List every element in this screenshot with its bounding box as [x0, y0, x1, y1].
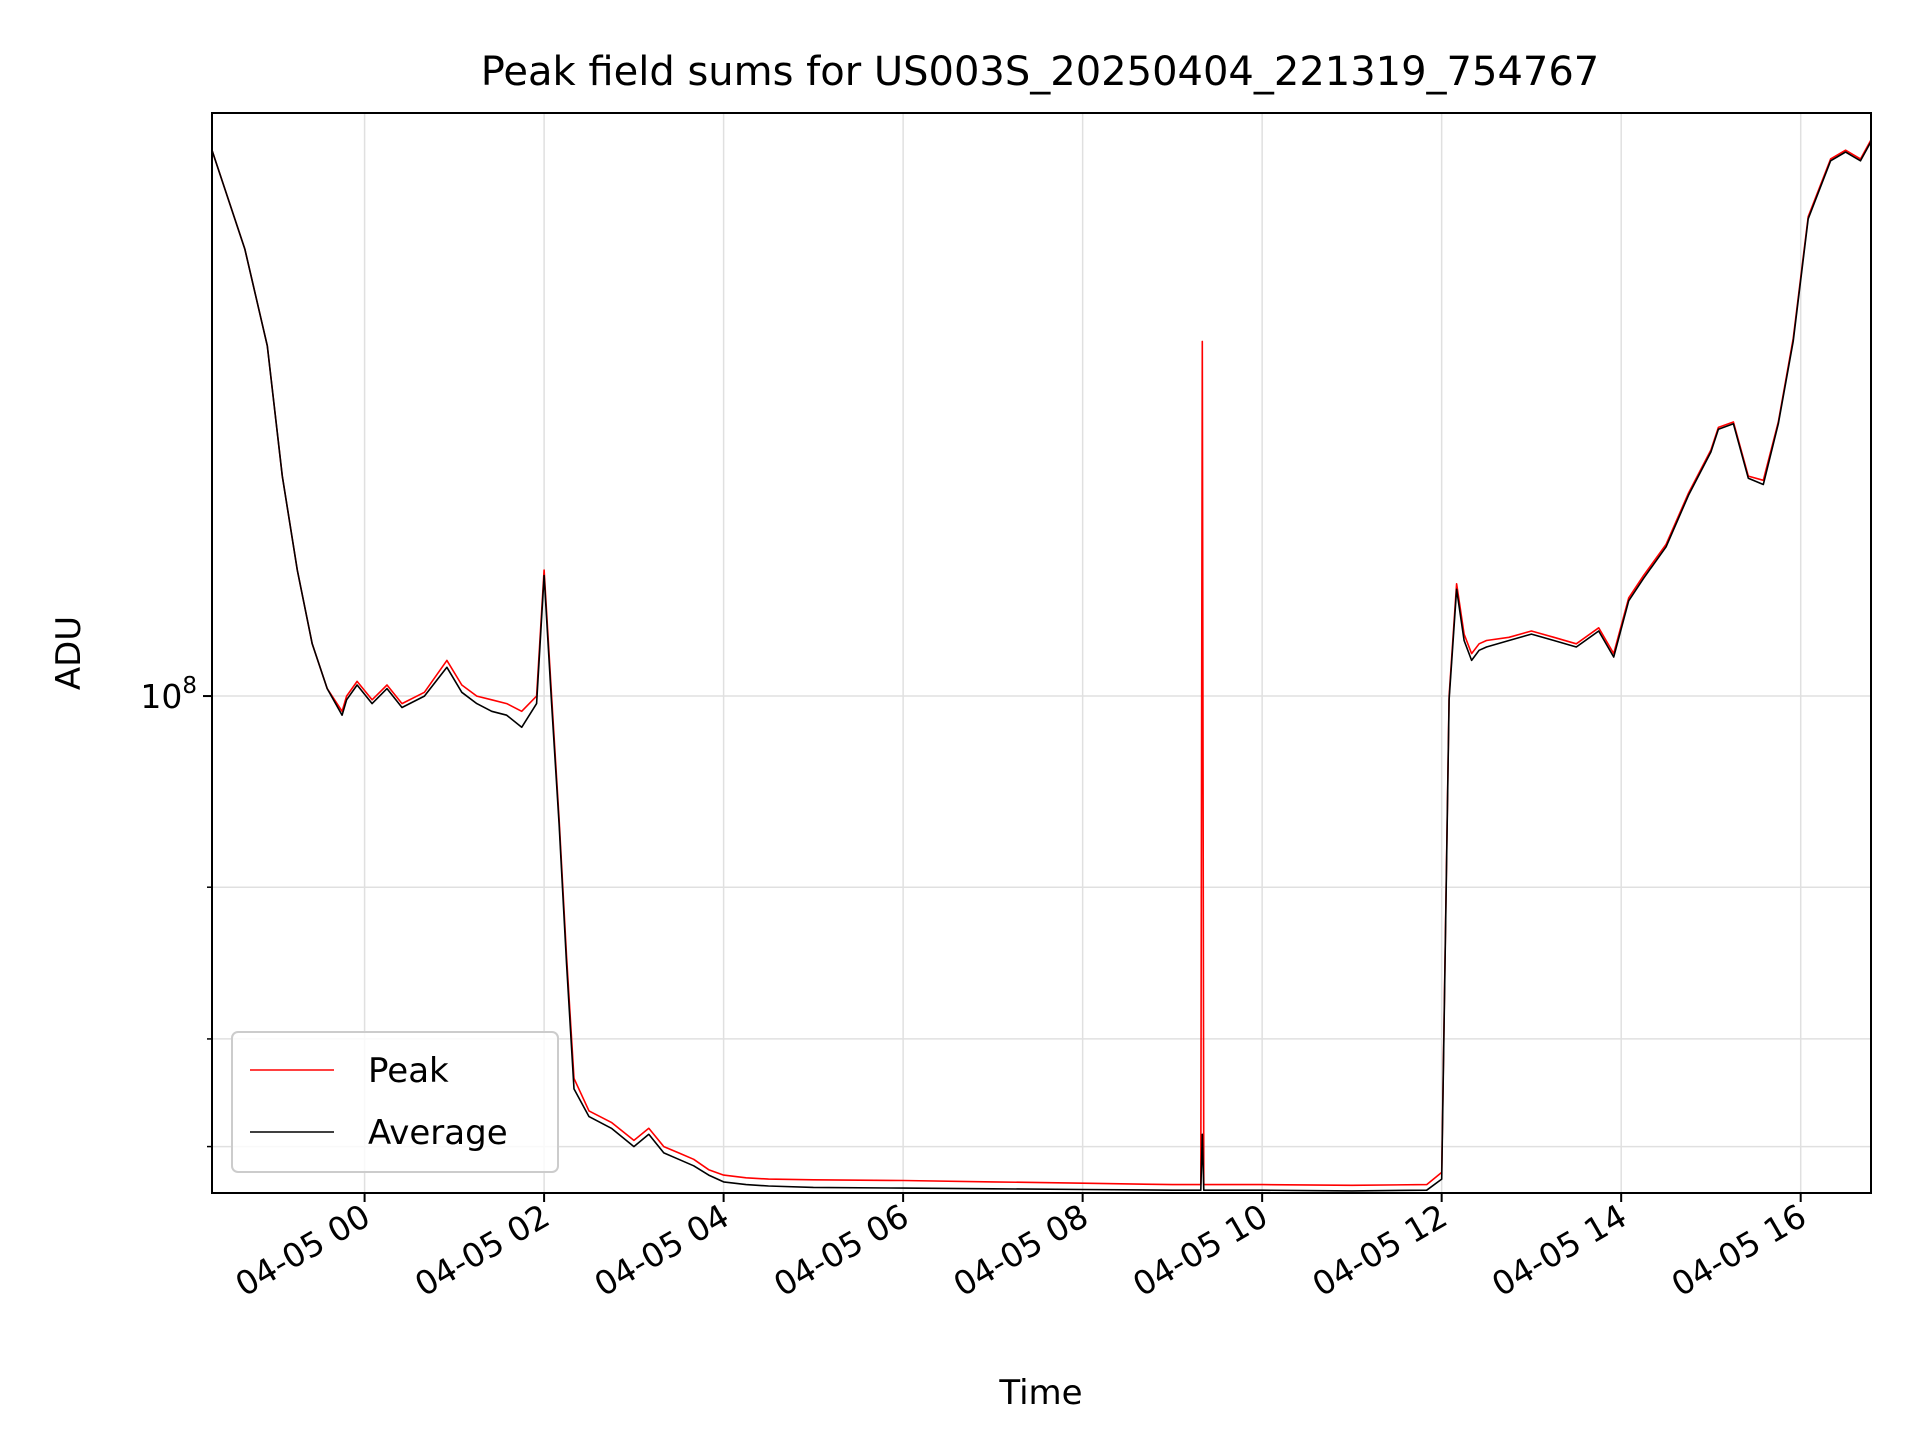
- legend-label-average: Average: [368, 1113, 508, 1153]
- series-line-peak: [211, 139, 1872, 1187]
- legend: Peak Average: [231, 1031, 559, 1173]
- plot-frame: [211, 112, 1872, 1194]
- chart-title: Peak field sums for US003S_20250404_2213…: [481, 49, 1600, 95]
- y-axis-label: ADU: [49, 616, 89, 690]
- legend-label-peak: Peak: [368, 1051, 449, 1091]
- series-layer: [211, 139, 1872, 1192]
- x-axis-label: Time: [998, 1373, 1082, 1413]
- series-line-average: [211, 141, 1872, 1192]
- legend-box: [231, 1031, 559, 1173]
